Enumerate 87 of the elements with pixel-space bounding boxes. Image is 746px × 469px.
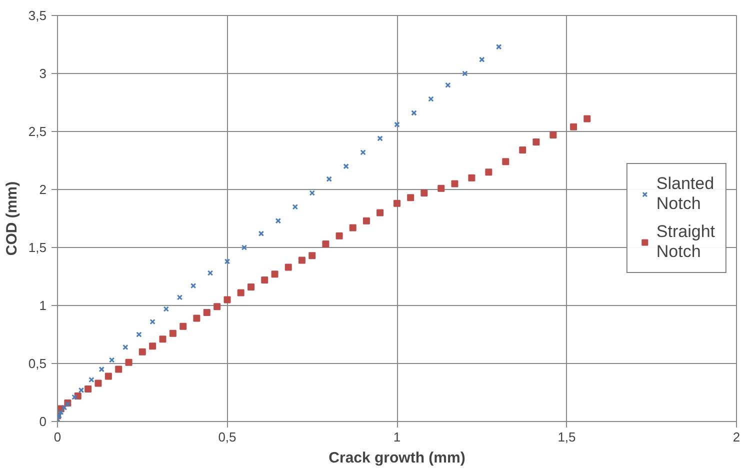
point (284, 264, 292, 271)
x-tick-label: 1 (393, 430, 401, 444)
point (451, 180, 458, 188)
point (176, 294, 183, 300)
point (336, 232, 343, 240)
point (61, 404, 68, 410)
y-tick-label: 0,5 (28, 356, 47, 371)
point (125, 358, 132, 366)
point (98, 366, 105, 372)
point (308, 252, 316, 260)
point (275, 218, 282, 224)
point (411, 110, 417, 116)
x-tick-label: 0,5 (218, 430, 236, 444)
y-tick-label: 2,5 (28, 124, 47, 139)
point (108, 357, 115, 363)
point (115, 366, 122, 373)
point (224, 296, 231, 304)
point (343, 163, 349, 170)
point (570, 123, 578, 130)
point (88, 376, 94, 383)
point (150, 318, 156, 325)
point (438, 184, 445, 192)
point (360, 150, 366, 156)
legend-label: Straight Notch (656, 222, 715, 262)
point (377, 136, 383, 142)
point (496, 44, 502, 50)
point (362, 217, 370, 224)
point (394, 122, 400, 128)
point (298, 256, 306, 264)
point (149, 342, 156, 350)
point (428, 96, 434, 102)
point (104, 372, 112, 380)
point (138, 348, 146, 356)
point (271, 270, 278, 278)
point (94, 380, 102, 387)
point (485, 168, 492, 176)
point (479, 56, 485, 62)
point (407, 194, 414, 202)
y-tick-label: 2 (39, 182, 47, 197)
point (122, 344, 128, 350)
point (214, 303, 221, 310)
point (84, 386, 92, 393)
point (72, 394, 78, 400)
x-tick-label: 1,5 (558, 430, 576, 444)
point (163, 306, 170, 312)
point (58, 409, 64, 416)
point (326, 176, 332, 182)
point (532, 138, 540, 146)
point (159, 336, 166, 343)
legend-label: Slanted Notch (656, 174, 714, 214)
point (550, 131, 557, 138)
point (193, 314, 200, 322)
point (394, 200, 400, 207)
point (78, 387, 84, 394)
point (519, 146, 526, 154)
point (248, 283, 255, 290)
x-tick-label: 0 (54, 430, 62, 444)
point (237, 289, 244, 296)
y-tick-label: 1,5 (28, 240, 47, 255)
point (190, 282, 196, 289)
y-axis-title: COD (mm) (3, 181, 20, 256)
point (203, 308, 210, 316)
point (376, 209, 384, 216)
x-tick-label: 2 (732, 430, 740, 444)
point (349, 224, 356, 232)
point (180, 322, 187, 330)
point (224, 258, 230, 264)
point (309, 190, 315, 196)
point (420, 189, 428, 196)
y-tick-label: 0 (39, 414, 47, 429)
x-axis-title: Crack growth (mm) (328, 450, 466, 466)
point (258, 230, 264, 236)
y-tick-label: 3 (39, 66, 47, 81)
point (462, 70, 468, 76)
point (468, 174, 476, 182)
y-tick-label: 3,5 (28, 8, 47, 23)
point (322, 240, 330, 248)
point (445, 82, 451, 88)
point (502, 158, 510, 166)
y-tick-label: 1 (39, 298, 47, 313)
point (169, 330, 176, 337)
point (261, 276, 268, 284)
point (241, 244, 248, 250)
point (207, 270, 214, 276)
point (136, 332, 142, 338)
point (292, 204, 298, 210)
point (584, 115, 591, 122)
